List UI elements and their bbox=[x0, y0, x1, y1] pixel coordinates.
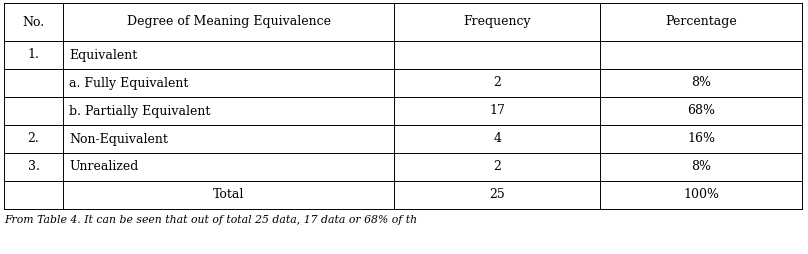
Text: Non-Equivalent: Non-Equivalent bbox=[69, 133, 168, 146]
Text: Percentage: Percentage bbox=[665, 15, 737, 28]
Text: Total: Total bbox=[213, 188, 244, 201]
Text: 16%: 16% bbox=[687, 133, 715, 146]
Text: 2: 2 bbox=[493, 161, 501, 173]
Text: Frequency: Frequency bbox=[463, 15, 531, 28]
Text: 8%: 8% bbox=[691, 76, 711, 89]
Text: From Table 4. It can be seen that out of total 25 data, 17 data or 68% of th: From Table 4. It can be seen that out of… bbox=[4, 215, 417, 225]
Text: Equivalent: Equivalent bbox=[69, 49, 137, 61]
Text: 2.: 2. bbox=[27, 133, 40, 146]
Text: 4: 4 bbox=[493, 133, 501, 146]
Text: 2: 2 bbox=[493, 76, 501, 89]
Text: b. Partially Equivalent: b. Partially Equivalent bbox=[69, 104, 210, 118]
Text: Degree of Meaning Equivalence: Degree of Meaning Equivalence bbox=[127, 15, 330, 28]
Text: 68%: 68% bbox=[687, 104, 715, 118]
Text: 25: 25 bbox=[490, 188, 505, 201]
Text: 3.: 3. bbox=[27, 161, 40, 173]
Text: 17: 17 bbox=[489, 104, 505, 118]
Text: 100%: 100% bbox=[683, 188, 719, 201]
Text: Unrealized: Unrealized bbox=[69, 161, 138, 173]
Text: No.: No. bbox=[23, 15, 44, 28]
Text: 1.: 1. bbox=[27, 49, 40, 61]
Text: 8%: 8% bbox=[691, 161, 711, 173]
Text: a. Fully Equivalent: a. Fully Equivalent bbox=[69, 76, 188, 89]
